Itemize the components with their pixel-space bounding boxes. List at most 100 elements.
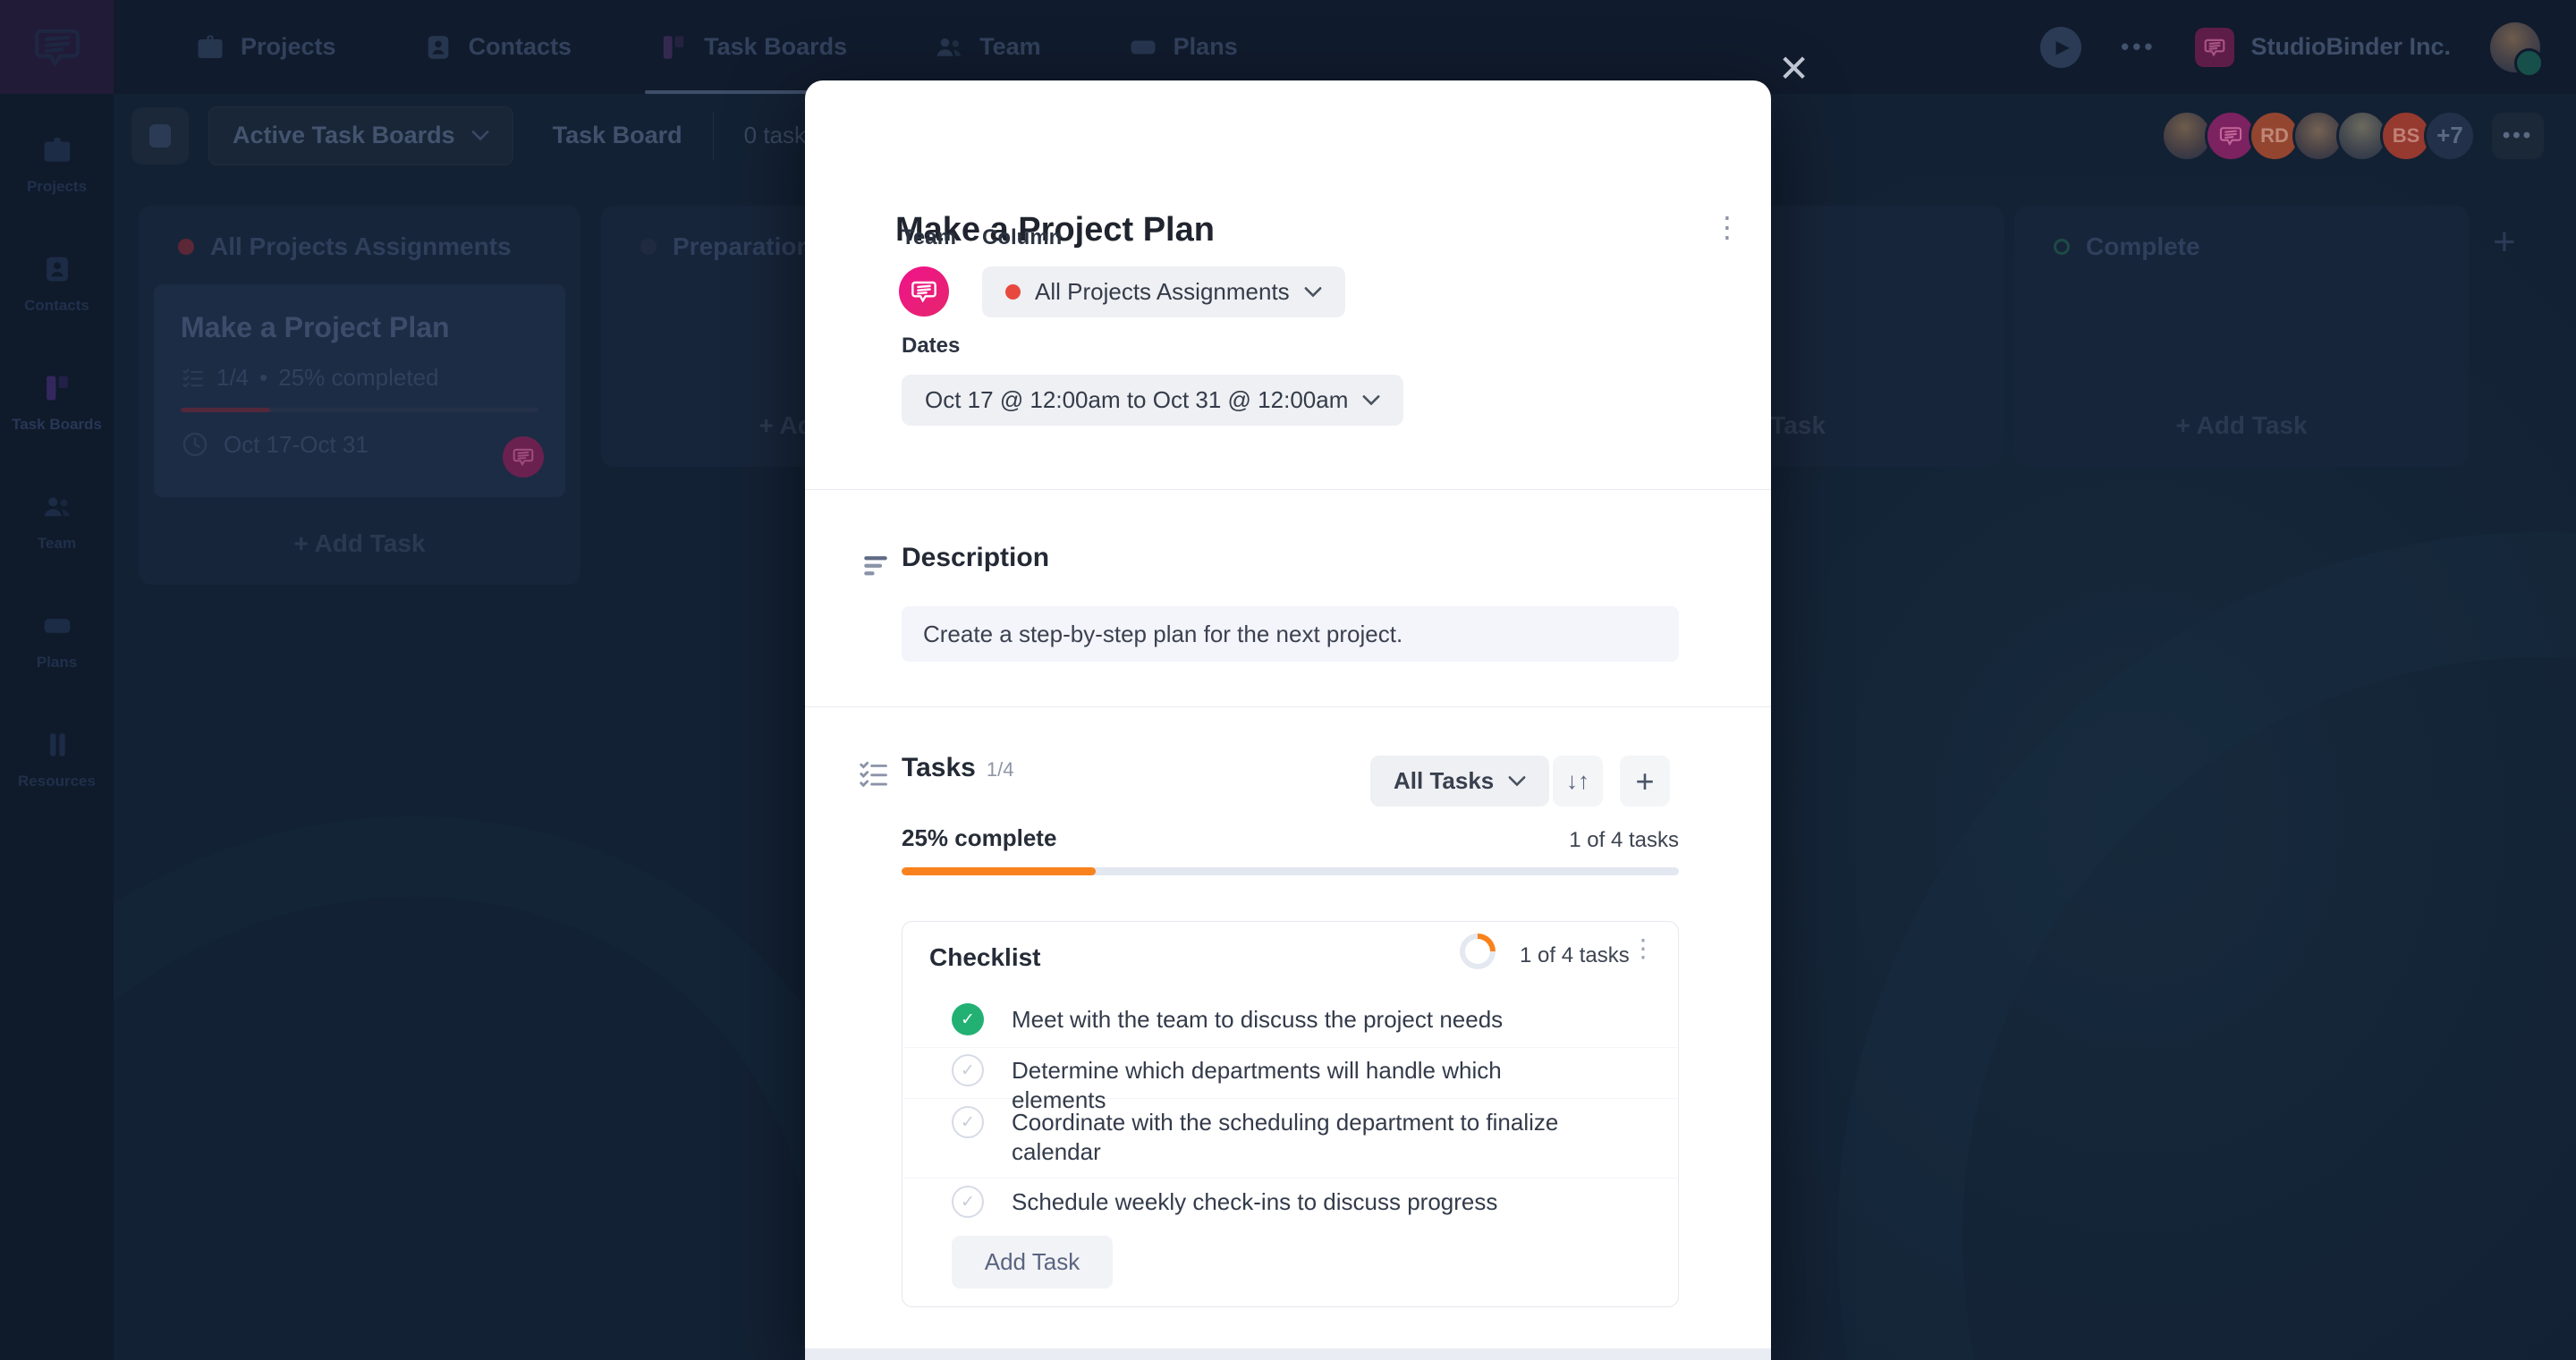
chevron-down-icon — [1508, 776, 1526, 787]
checkbox-unchecked-icon[interactable]: ✓ — [952, 1054, 984, 1086]
tab-label: Projects — [241, 33, 336, 60]
description-text: Create a step-by-step plan for the next … — [923, 620, 1403, 647]
plans-icon — [1131, 40, 1156, 54]
ellipsis-icon: ••• — [2502, 122, 2534, 148]
checklist-item: ✓ Schedule weekly check-ins to discuss p… — [952, 1186, 1497, 1218]
plans-icon — [44, 619, 70, 633]
column-title: All Projects Assignments — [210, 232, 512, 260]
task-card[interactable]: Make a Project Plan 1/4 • 25% completed … — [154, 284, 565, 497]
speech-bubble-icon — [911, 281, 936, 303]
sidebar-item-label: Projects — [26, 178, 88, 195]
tab-team[interactable]: Team — [933, 0, 1041, 94]
task-filter-value: All Tasks — [1394, 767, 1495, 794]
resources-icon — [49, 733, 65, 756]
sidebar-item-projects[interactable]: Projects — [0, 133, 114, 252]
column-select[interactable]: All Projects Assignments — [982, 266, 1345, 317]
member-avatar-logo[interactable] — [2205, 109, 2257, 162]
column-color-dot — [1005, 284, 1021, 300]
checkbox-unchecked-icon[interactable]: ✓ — [952, 1106, 984, 1138]
task-filter-select[interactable]: All Tasks — [1370, 756, 1550, 807]
checkbox-checked-icon[interactable]: ✓ — [952, 1003, 984, 1035]
description-heading: Description — [902, 543, 1050, 572]
chevron-down-icon — [1362, 395, 1380, 406]
speech-bubble-icon — [2219, 126, 2242, 146]
avatar-overflow-badge[interactable]: +7 — [2424, 109, 2476, 162]
add-task-button[interactable]: + Add Task — [2175, 411, 2308, 439]
checklist-icon — [182, 368, 203, 388]
card-assignee-avatar — [503, 436, 544, 477]
side-nav: Projects Contacts Task Boards Team Plans… — [0, 94, 114, 1360]
tab-projects[interactable]: Projects — [194, 0, 336, 94]
checklist-item: ✓ Determine which departments will handl… — [952, 1054, 1593, 1115]
checklist-count: 1 of 4 tasks — [1520, 943, 1630, 967]
tasks-heading: Tasks 1/4 — [902, 753, 1014, 782]
member-avatar[interactable]: BS — [2380, 109, 2432, 162]
top-nav: Projects Contacts Task Boards Team Plans… — [0, 0, 2576, 94]
org-switcher[interactable]: StudioBinder Inc. — [2195, 27, 2451, 67]
checklist-item-text: Coordinate with the scheduling departmen… — [1012, 1109, 1559, 1165]
divider — [805, 489, 1771, 490]
checklist-kebab-icon[interactable]: ⋮ — [1631, 934, 1656, 962]
tab-contacts[interactable]: Contacts — [422, 0, 572, 94]
team-label: Team — [902, 225, 956, 249]
percent-complete: 25% complete — [902, 824, 1057, 851]
tab-label: Team — [979, 33, 1041, 60]
tab-task-boards[interactable]: Task Boards — [645, 0, 860, 94]
description-field[interactable]: Create a step-by-step plan for the next … — [902, 606, 1679, 662]
description-icon — [860, 550, 891, 585]
tasks-count: 1/4 — [986, 758, 1014, 781]
more-menu-icon[interactable]: ••• — [2121, 33, 2157, 60]
column-all-projects-assignments: All Projects Assignments Make a Project … — [139, 206, 580, 585]
checkbox-unchecked-icon[interactable]: ✓ — [952, 1186, 984, 1218]
sidebar-item-resources[interactable]: Resources — [0, 728, 114, 847]
contact-card-icon — [428, 35, 448, 59]
kanban-icon — [46, 376, 68, 401]
sidebar-item-plans[interactable]: Plans — [0, 609, 114, 728]
checklist-add-task-button[interactable]: Add Task — [952, 1236, 1113, 1288]
board-switcher[interactable]: Active Task Boards — [208, 106, 513, 165]
add-task-button[interactable]: + Add Task — [293, 529, 426, 557]
column-header[interactable]: Complete — [2014, 206, 2469, 261]
sort-icon: ↓↑ — [1566, 767, 1589, 794]
card-checklist-count: 1/4 — [216, 364, 250, 391]
checklist-item-text: Schedule weekly check-ins to discuss pro… — [1012, 1188, 1498, 1215]
member-avatar[interactable]: RD — [2249, 109, 2301, 162]
add-column-button[interactable]: + — [2493, 220, 2516, 264]
add-subtask-button[interactable]: + — [1620, 756, 1670, 807]
tasks-progress-fill — [902, 867, 1097, 875]
sidebar-item-contacts[interactable]: Contacts — [0, 252, 114, 371]
column-select-value: All Projects Assignments — [1035, 278, 1290, 305]
tab-label: Contacts — [468, 33, 572, 60]
sidebar-item-team[interactable]: Team — [0, 490, 114, 609]
sidebar-item-task-boards[interactable]: Task Boards — [0, 371, 114, 490]
studiobinder-logo[interactable] — [0, 0, 114, 94]
column-dot — [2054, 239, 2070, 255]
card-dates: Oct 17-Oct 31 — [181, 430, 538, 459]
board-view-button[interactable] — [131, 106, 189, 165]
sort-button[interactable]: ↓↑ — [1553, 756, 1603, 807]
card-completed-text: 25% completed — [278, 364, 439, 391]
dates-select[interactable]: Oct 17 @ 12:00am to Oct 31 @ 12:00am — [902, 375, 1404, 426]
divider — [805, 706, 1771, 707]
tab-plans[interactable]: Plans — [1127, 0, 1238, 94]
chevron-down-icon — [1304, 287, 1322, 298]
column-header[interactable]: All Projects Assignments — [139, 206, 580, 261]
column-complete: Complete + Add Task — [2014, 206, 2469, 467]
task-card-title: Make a Project Plan — [181, 311, 450, 343]
kebab-menu-icon[interactable]: ⋮ — [1713, 211, 1741, 243]
org-name: StudioBinder Inc. — [2250, 33, 2451, 60]
column-header[interactable]: Preparation — [601, 206, 1048, 261]
play-button[interactable]: ▶ — [2040, 26, 2082, 68]
close-icon[interactable]: ✕ — [1778, 47, 1810, 89]
team-avatar[interactable] — [899, 266, 949, 317]
board-switcher-label: Active Task Boards — [233, 122, 455, 148]
board-view-icon — [149, 123, 171, 148]
column-dot — [640, 239, 657, 255]
user-avatar[interactable] — [2490, 21, 2544, 78]
speech-bubble-icon — [2205, 38, 2225, 56]
sidebar-item-label: Team — [37, 535, 77, 552]
board-more-menu[interactable]: ••• — [2492, 112, 2544, 159]
main-tabs: Projects Contacts Task Boards Team Plans — [194, 0, 1238, 94]
dates-label: Dates — [902, 334, 961, 358]
